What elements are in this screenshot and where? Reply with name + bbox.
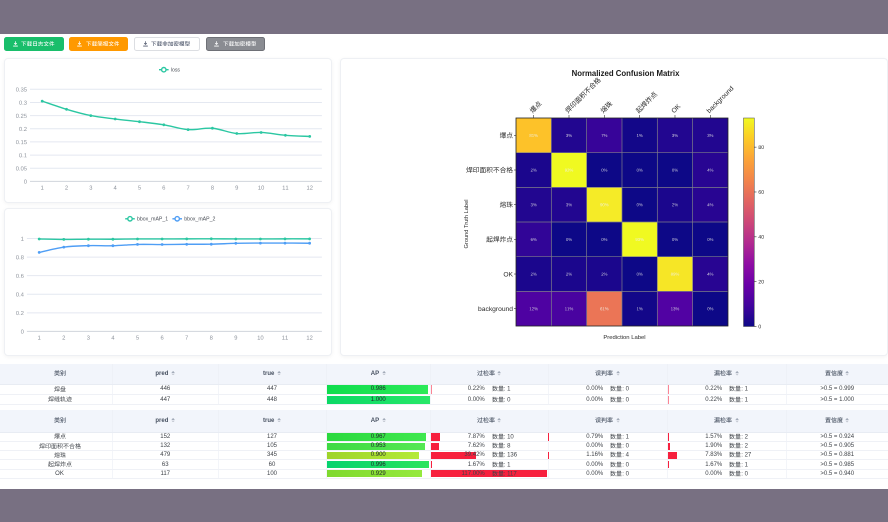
svg-text:Normalized Confusion Matrix: Normalized Confusion Matrix [572,69,681,78]
svg-text:bbox_mAP_1: bbox_mAP_1 [137,217,168,223]
svg-text:background: background [706,85,736,115]
svg-text:background: background [478,306,513,313]
svg-text:Prediction Label: Prediction Label [603,335,645,341]
svg-text:bbox_mAP_2: bbox_mAP_2 [184,217,215,223]
svg-text:loss: loss [171,68,181,74]
svg-text:OK: OK [670,103,682,115]
svg-text:Ground Truth Label: Ground Truth Label [464,199,470,248]
svg-text:OK: OK [503,271,513,278]
